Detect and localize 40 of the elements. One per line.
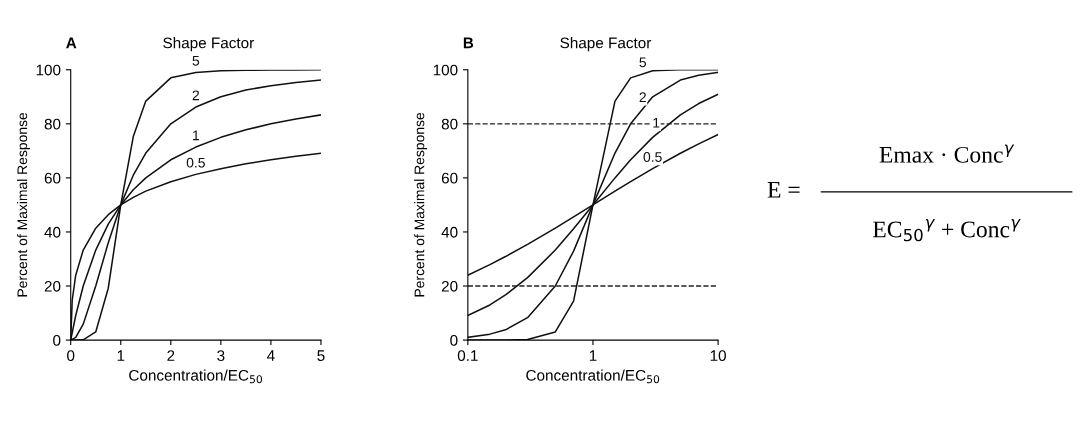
x-tick-label: 3 xyxy=(217,350,225,362)
series-label: 5 xyxy=(192,55,200,66)
text: A xyxy=(66,37,77,49)
series-label: 5 xyxy=(639,57,647,68)
y-tick-label: 80 xyxy=(441,118,458,130)
series-label: 2 xyxy=(192,90,200,101)
x-tick-label: 4 xyxy=(267,350,275,361)
x-tick-label: 0 xyxy=(67,350,75,362)
y-tick-label: 40 xyxy=(441,226,458,238)
text: Shape Factor xyxy=(163,37,254,52)
x-tick-label: 2 xyxy=(167,350,175,361)
x-tick-label: 1 xyxy=(589,350,597,361)
text: B xyxy=(463,37,474,49)
x-tick-label: 0.1 xyxy=(457,350,478,362)
y-tick-label: 80 xyxy=(44,118,61,130)
x-tick-label: 5 xyxy=(317,350,325,362)
y-tick-label: 0 xyxy=(53,334,61,346)
y-tick-label: 20 xyxy=(441,280,458,292)
x-tick-label: 10 xyxy=(710,350,726,362)
x-tick-label: 1 xyxy=(117,350,125,361)
series-label: 2 xyxy=(639,92,646,103)
x-axis-title: Concentration/EC$_{50}$ xyxy=(129,369,263,384)
y-tick-label: 20 xyxy=(44,280,61,292)
series-label: 1 xyxy=(653,118,660,128)
series-label: 1 xyxy=(193,130,200,141)
text: Shape Factor xyxy=(560,37,652,52)
text: Emax · Conc$^{γ}$ xyxy=(879,144,1015,163)
x-axis-title: Concentration/EC$_{50}$ xyxy=(526,369,660,384)
series-label: 0.5 xyxy=(186,157,205,168)
y-tick-label: 0 xyxy=(450,334,458,346)
y-tick-label: 100 xyxy=(433,64,458,76)
y-tick-label: 60 xyxy=(44,172,61,184)
y-tick-label: 100 xyxy=(36,64,61,76)
text: EC$_{50}$$^{γ}$ + Conc$^{γ}$ xyxy=(872,219,1021,242)
y-axis-title: Percent of Maximal Response xyxy=(414,112,428,297)
y-axis-title: Percent of Maximal Response xyxy=(17,112,30,297)
y-tick-label: 60 xyxy=(441,172,458,184)
series-label: 0.5 xyxy=(643,152,662,162)
y-tick-label: 40 xyxy=(44,226,61,238)
text: E = xyxy=(767,182,800,198)
